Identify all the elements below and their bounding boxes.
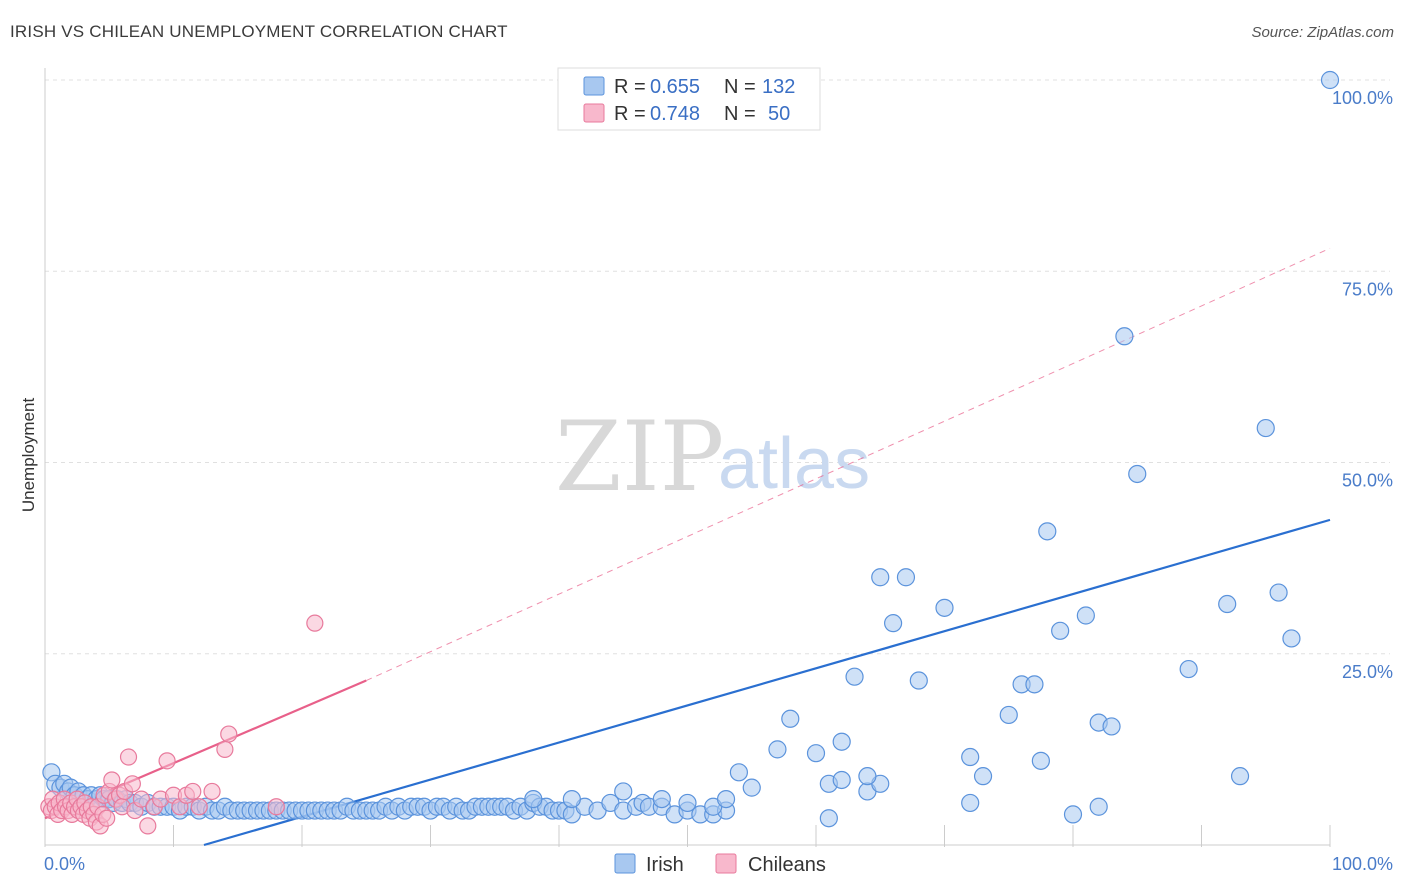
chart-title: IRISH VS CHILEAN UNEMPLOYMENT CORRELATIO… — [10, 22, 508, 41]
legend-swatch-irish — [583, 76, 605, 96]
legend-r-label-irish: R = — [614, 76, 646, 98]
legend-r-value-irish: 0.655 — [650, 76, 700, 98]
irish-point — [1230, 767, 1250, 786]
chilean-point — [98, 809, 116, 827]
chilean-point — [184, 782, 202, 801]
irish-point — [781, 709, 800, 728]
chilean-point — [139, 817, 157, 835]
y-tick-label: 100.0% — [1332, 88, 1393, 108]
watermark: ZIP atlas — [555, 401, 870, 513]
irish-point — [729, 763, 749, 782]
x-tick-label: 100.0% — [1332, 854, 1393, 874]
chilean-point — [203, 782, 221, 801]
irish-point — [652, 789, 671, 809]
y-tick-label: 50.0% — [1342, 471, 1393, 491]
irish-point — [883, 614, 903, 633]
irish-point — [999, 705, 1018, 725]
irish-point — [562, 789, 581, 809]
irish-point — [871, 568, 890, 587]
irish-point — [1089, 797, 1108, 816]
irish-point — [1063, 805, 1083, 824]
chilean-point — [158, 752, 176, 770]
chilean-point — [220, 725, 238, 743]
chilean-point — [216, 740, 234, 758]
irish-point — [896, 568, 916, 587]
irish-point — [1031, 751, 1050, 770]
irish-point — [1076, 606, 1095, 625]
irish-point — [845, 667, 864, 686]
y-tick-label: 75.0% — [1342, 279, 1393, 299]
x-tick-label: 0.0% — [44, 854, 85, 874]
irish-point — [1102, 717, 1121, 736]
trend-layer — [44, 247, 1331, 847]
irish-point — [1269, 583, 1288, 602]
irish-point — [768, 740, 787, 759]
irish-point — [1320, 70, 1340, 90]
legend-swatch-chileans — [583, 103, 605, 123]
irish-point — [961, 793, 980, 813]
watermark-zip: ZIP — [555, 401, 724, 513]
chilean-point — [123, 775, 141, 793]
chart-source: Source: ZipAtlas.com — [1251, 24, 1394, 41]
irish-point — [832, 770, 851, 790]
irish-point — [1282, 629, 1301, 648]
irish-point — [1051, 621, 1070, 640]
chilean-point — [132, 790, 150, 808]
chilean-trend-extension — [366, 247, 1331, 681]
irish-point — [1179, 659, 1198, 679]
irish-point — [935, 598, 954, 617]
irish-point — [973, 767, 993, 786]
legend-n-value-irish: 132 — [762, 76, 795, 98]
chilean-point — [306, 614, 324, 632]
ticks-layer: 100.0% 75.0% 50.0% 25.0% 0.0% 100.0% — [44, 88, 1393, 874]
irish-point — [1256, 418, 1275, 438]
legend-n-value-chileans: 50 — [768, 103, 790, 125]
bottom-legend-irish: Irish — [646, 854, 684, 876]
legend: R = 0.655 N = 132 R = 0.748 N = 50 — [557, 67, 821, 131]
legend-n-label-chileans: N = — [724, 103, 756, 125]
irish-point — [806, 744, 826, 763]
chilean-point — [103, 771, 121, 789]
irish-point — [716, 789, 736, 809]
irish-point — [1128, 464, 1147, 484]
irish-point — [832, 732, 851, 751]
irish-point — [524, 789, 543, 809]
bottom-legend-chileans: Chileans — [748, 854, 826, 876]
irish-point — [819, 809, 838, 828]
irish-point — [614, 782, 633, 801]
points-layer — [40, 70, 1340, 835]
irish-point — [742, 778, 761, 797]
y-axis-label: Unemployment — [19, 398, 38, 513]
irish-point — [909, 671, 928, 690]
chilean-point — [119, 748, 138, 766]
bottom-legend: Irish Chileans — [614, 853, 826, 876]
bottom-legend-swatch-irish — [614, 853, 636, 874]
y-tick-label: 25.0% — [1342, 662, 1393, 682]
legend-n-label-irish: N = — [724, 76, 756, 98]
chilean-point — [190, 798, 208, 816]
irish-point — [961, 747, 980, 767]
irish-trend-line — [203, 518, 1331, 847]
legend-r-label-chileans: R = — [614, 103, 646, 125]
irish-point — [1115, 327, 1134, 346]
irish-point — [1025, 675, 1044, 694]
bottom-legend-swatch-chileans — [715, 853, 737, 874]
irish-point — [1038, 522, 1057, 541]
grid-layer — [44, 68, 1390, 847]
watermark-atlas: atlas — [718, 424, 870, 504]
legend-r-value-chileans: 0.748 — [650, 103, 700, 125]
irish-point — [1218, 594, 1237, 614]
irish-point — [678, 793, 697, 813]
chilean-point — [267, 798, 285, 816]
irish-point — [858, 767, 877, 786]
